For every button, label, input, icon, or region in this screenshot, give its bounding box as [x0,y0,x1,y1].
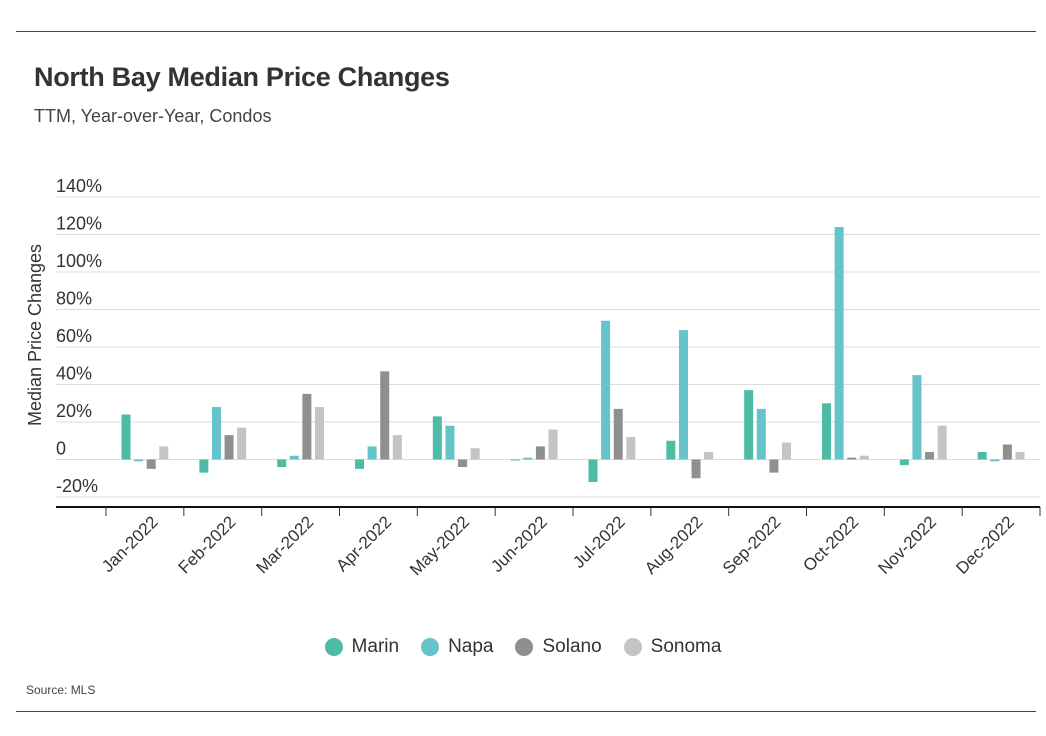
y-axis-ticks: -20% 0 20% 40% 60% 80% 100% 120% 140% [56,176,102,496]
bar-marin-dec-2022 [977,452,987,460]
chart-title: North Bay Median Price Changes [34,62,450,92]
legend-label: Napa [448,636,494,657]
x-tick-label: Oct-2022 [799,512,862,575]
bar-marin-nov-2022 [899,459,909,466]
bar-marin-aug-2022 [666,440,676,460]
bar-solano-nov-2022 [925,452,935,460]
bar-solano-jun-2022 [535,446,545,460]
bar-sonoma-nov-2022 [937,425,947,460]
bar-napa-oct-2022 [834,227,844,460]
bar-sonoma-dec-2022 [1015,452,1025,460]
source-note: Source: MLS [26,683,96,697]
x-axis: Jan-2022 Feb-2022 Mar-2022 Apr-2022 May-2022… [56,506,1041,579]
bar-napa-jun-2022 [523,457,533,460]
x-tick-label: Dec-2022 [952,512,1018,578]
legend-swatch [324,638,343,656]
bar-napa-jan-2022 [134,459,144,462]
bar-solano-may-2022 [458,459,468,467]
bar-solano-feb-2022 [224,435,234,460]
y-tick-label: 100% [56,251,102,271]
legend: Marin Napa Solano Sonoma [0,636,1046,658]
top-rule [16,31,1036,32]
bar-napa-may-2022 [445,425,455,460]
bar-sonoma-apr-2022 [392,435,402,460]
bar-marin-jan-2022 [121,414,131,460]
x-tick-label: Mar-2022 [253,512,318,577]
bar-sonoma-aug-2022 [704,452,714,460]
bar-marin-mar-2022 [277,459,287,467]
bar-napa-jul-2022 [601,320,611,460]
bar-solano-aug-2022 [691,459,701,479]
y-tick-label: -20% [56,476,98,496]
bar-marin-may-2022 [432,416,442,460]
bar-marin-oct-2022 [822,403,832,460]
x-tick-label: Jun-2022 [487,512,551,576]
legend-item-solano: Solano [515,636,602,658]
bar-marin-jun-2022 [510,459,520,461]
bar-sonoma-mar-2022 [314,407,324,460]
y-tick-label: 140% [56,176,102,196]
x-tick-label: Sep-2022 [719,512,785,578]
bar-marin-sep-2022 [744,390,754,460]
chart-subtitle: TTM, Year-over-Year, Condos [34,106,272,126]
bottom-rule [16,711,1036,712]
y-tick-label: 120% [56,214,102,234]
bar-napa-aug-2022 [678,330,688,460]
bar-marin-jul-2022 [588,459,598,482]
y-tick-label: 60% [56,326,92,346]
bar-marin-apr-2022 [355,459,365,469]
legend-label: Marin [351,636,400,657]
legend-item-marin: Marin [324,636,400,658]
legend-item-sonoma: Sonoma [623,636,722,658]
legend-label: Solano [542,636,602,657]
y-tick-label: 20% [56,401,92,421]
legend-swatch [623,638,642,656]
y-tick-label: 40% [56,364,92,384]
gridlines [56,196,1040,498]
bar-sonoma-jun-2022 [548,429,558,460]
bar-napa-sep-2022 [756,408,766,460]
bar-solano-jul-2022 [613,408,623,460]
bar-sonoma-sep-2022 [781,442,791,460]
legend-label: Sonoma [650,636,722,657]
x-tick-label: Nov-2022 [875,512,941,578]
bar-solano-sep-2022 [769,459,779,473]
x-tick-label: Apr-2022 [332,512,395,575]
bar-napa-feb-2022 [211,407,221,460]
x-tick-label: Jul-2022 [569,512,629,572]
bar-sonoma-jul-2022 [626,437,636,460]
x-tick-label: May-2022 [406,512,473,579]
y-tick-label: 0 [56,439,66,459]
x-tick-label: Aug-2022 [641,512,707,578]
legend-item-napa: Napa [421,636,493,658]
x-tick-label: Feb-2022 [175,512,240,577]
bar-solano-oct-2022 [847,457,857,460]
bar-solano-mar-2022 [302,393,312,460]
bar-sonoma-jan-2022 [159,446,169,460]
bar-sonoma-oct-2022 [859,455,869,460]
bar-solano-jan-2022 [146,459,156,469]
y-tick-label: 80% [56,289,92,309]
bar-napa-apr-2022 [367,446,377,460]
bar-sonoma-may-2022 [470,448,480,460]
bar-napa-nov-2022 [912,375,922,460]
bar-sonoma-feb-2022 [237,427,247,460]
legend-swatch [421,638,440,656]
x-tick-label: Jan-2022 [98,512,162,576]
bar-marin-feb-2022 [199,459,209,473]
bar-napa-dec-2022 [990,459,1000,462]
bar-solano-dec-2022 [1002,444,1012,460]
bar-solano-apr-2022 [380,371,390,460]
bar-napa-mar-2022 [289,455,299,460]
legend-swatch [515,638,534,656]
y-axis-title: Median Price Changes [25,244,45,426]
bars [121,227,1025,482]
